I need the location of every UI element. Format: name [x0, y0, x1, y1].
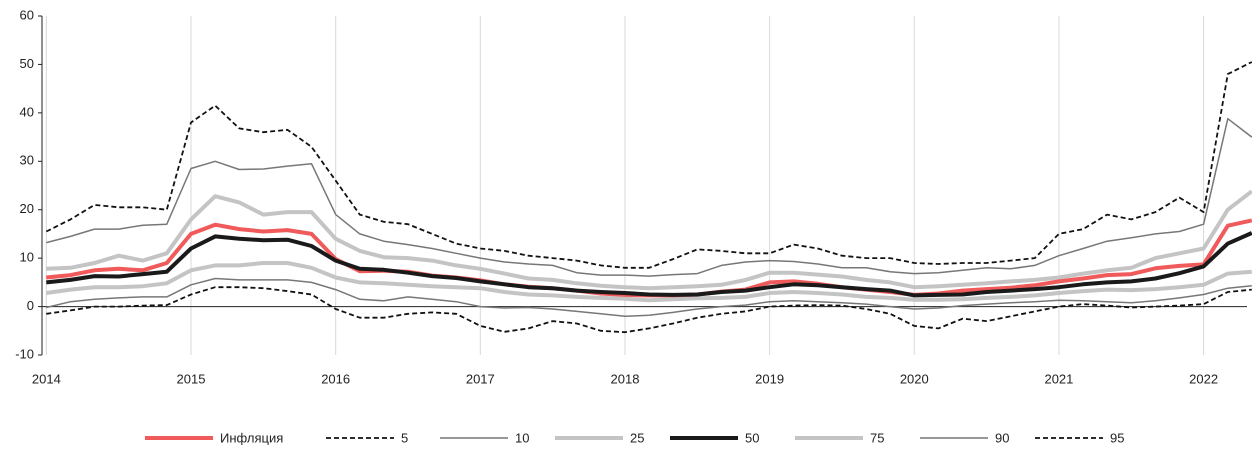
x-tick-label: 2018 — [611, 371, 640, 386]
y-tick-label: 0 — [27, 298, 34, 313]
legend-label: 75 — [870, 430, 884, 445]
x-tick-label: 2016 — [321, 371, 350, 386]
y-tick-label: 40 — [20, 104, 34, 119]
y-tick-label: 20 — [20, 201, 34, 216]
series-line — [45, 61, 1252, 269]
y-tick-label: 30 — [20, 153, 34, 168]
y-tick-label: 60 — [20, 7, 34, 22]
series-line — [46, 189, 1252, 291]
series-line — [46, 231, 1252, 298]
x-tick-label: 2014 — [32, 371, 61, 386]
x-tick-label: 2017 — [466, 371, 495, 386]
legend-label: 95 — [1110, 430, 1124, 445]
legend-label: 25 — [630, 430, 644, 445]
x-tick-label: 2022 — [1189, 371, 1218, 386]
legend-label: 10 — [515, 430, 529, 445]
x-tick-label: 2021 — [1044, 371, 1073, 386]
legend-label: 90 — [995, 430, 1009, 445]
legend-label: Инфляция — [220, 430, 283, 445]
y-tick-label: -10 — [15, 346, 34, 361]
series-line — [46, 277, 1252, 318]
series-line — [46, 286, 1252, 334]
y-tick-label: 10 — [20, 250, 34, 265]
legend-label: 50 — [745, 430, 759, 445]
x-tick-label: 2015 — [177, 371, 206, 386]
series-line — [46, 117, 1252, 277]
x-tick-label: 2019 — [755, 371, 784, 386]
legend-label: 5 — [401, 430, 408, 445]
series-line — [46, 261, 1252, 303]
y-tick-label: 50 — [20, 56, 34, 71]
x-tick-label: 2020 — [900, 371, 929, 386]
